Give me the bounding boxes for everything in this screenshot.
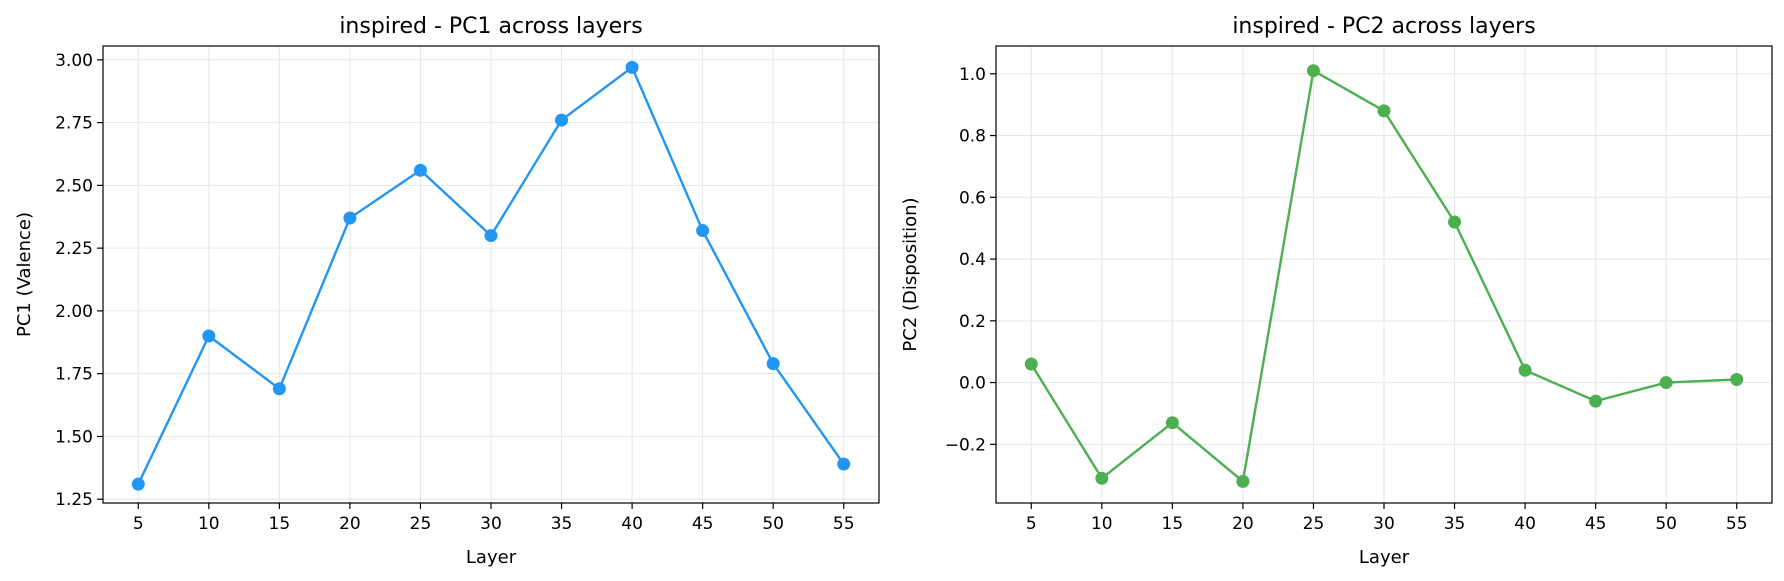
y-tick-label: 2.50 [55,176,93,196]
x-axis-label: Layer [466,547,517,568]
data-point [1448,215,1462,229]
x-tick-label: 10 [1091,514,1113,534]
x-tick-label: 50 [762,514,784,534]
y-tick-label: 0.6 [959,188,986,208]
data-point [484,229,498,243]
x-tick-label: 5 [1026,514,1037,534]
data-point [696,224,710,238]
chart-pc1: 5 10 15 20 25 30 35 40 45 50 55 1.25 1.50 1.75 2.00 2.2… [14,14,880,568]
x-tick-label: 25 [1303,514,1325,534]
chart-title: inspired - PC1 across layers [339,14,642,39]
data-point [1659,376,1673,390]
y-tick-label: −0.2 [945,435,986,455]
x-tick-label: 45 [1585,514,1607,534]
data-point [1236,474,1250,488]
x-tick-label: 55 [833,514,855,534]
data-point [837,457,851,471]
data-point [1518,363,1532,377]
x-tick-label: 25 [410,514,432,534]
x-tick-label: 35 [551,514,573,534]
x-tick-label: 15 [1162,514,1184,534]
data-point [1589,394,1603,408]
data-point [1165,416,1179,430]
x-axis-label: Layer [1359,547,1410,568]
chart-title: inspired - PC2 across layers [1232,14,1535,39]
y-tick-label: 3.00 [55,51,93,71]
chart-pc2: 5 10 15 20 25 30 35 40 45 50 55 −0.2 0.0 0.2 0.4 0.6 0.8… [900,14,1773,568]
x-tick-label: 20 [339,514,361,534]
x-tick-label: 50 [1655,514,1677,534]
data-point [1095,471,1109,485]
x-tick-label: 30 [480,514,502,534]
x-tick-label: 45 [692,514,714,534]
x-tick-label: 55 [1726,514,1748,534]
y-tick-label: 0.8 [959,127,986,147]
data-point [1306,64,1320,78]
data-point [131,477,145,491]
data-point [766,357,780,371]
x-tick-label: 5 [133,514,144,534]
data-point [413,163,427,177]
y-tick-label: 0.2 [959,312,986,332]
x-tick-label: 10 [198,514,220,534]
y-tick-label: 0.0 [959,374,986,394]
y-tick-label: 1.75 [55,365,93,385]
y-tick-label: 1.0 [959,65,986,85]
x-tick-label: 40 [1514,514,1536,534]
y-axis-label: PC1 (Valence) [14,212,35,337]
y-tick-label: 0.4 [959,250,986,270]
y-tick-label: 2.25 [55,239,93,259]
x-tick-label: 40 [621,514,643,534]
data-point [343,211,357,225]
data-point [1024,357,1038,371]
x-tick-label: 20 [1232,514,1254,534]
y-tick-label: 2.75 [55,114,93,134]
y-axis-label: PC2 (Disposition) [900,197,921,351]
data-point [1377,104,1391,118]
x-tick-label: 15 [269,514,291,534]
y-tick-label: 1.50 [55,427,93,447]
x-tick-label: 35 [1444,514,1466,534]
data-point [202,329,216,343]
data-point [625,60,639,74]
data-point [272,382,286,396]
y-tick-label: 1.25 [55,490,93,510]
data-point [555,113,569,127]
x-tick-label: 30 [1373,514,1395,534]
data-point [1730,372,1744,386]
y-tick-label: 2.00 [55,302,93,322]
